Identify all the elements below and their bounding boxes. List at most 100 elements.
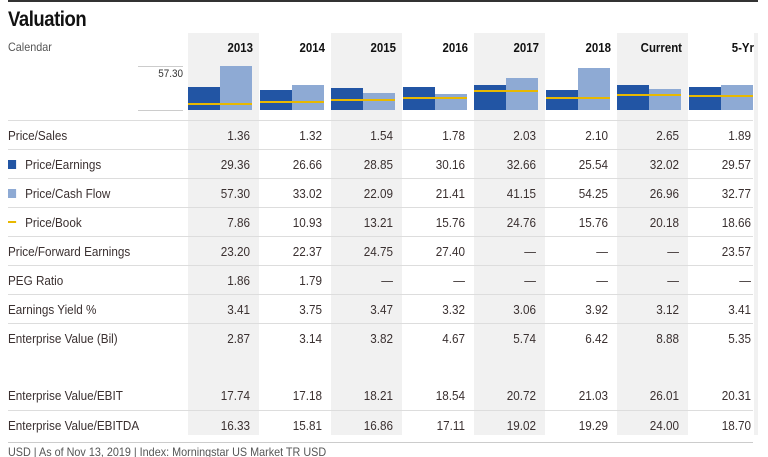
- row-label: Enterprise Value (Bil): [8, 331, 118, 346]
- line-price-book: [188, 102, 252, 105]
- cell-value: 27.40: [435, 244, 465, 259]
- bar-price-cash-flow: [363, 93, 395, 110]
- cell-value: 3.32: [441, 302, 465, 317]
- cell-value: 17.11: [436, 418, 465, 433]
- cell-value: 24.75: [363, 244, 393, 259]
- row-label-text: Enterprise Value/EBITDA: [8, 418, 140, 433]
- cell-value: 5.74: [513, 331, 536, 346]
- cell-value: 18.70: [721, 418, 751, 433]
- calendar-label: Calendar: [8, 40, 52, 54]
- line-price-book: [688, 94, 753, 97]
- cell-value: 1.36: [227, 128, 250, 143]
- bar-price-earnings: [545, 90, 578, 110]
- cell-value: 6.42: [584, 331, 608, 346]
- cell-value: 26.66: [292, 157, 322, 172]
- cell-value: 1.78: [441, 128, 465, 143]
- axis-max-line: [138, 66, 183, 67]
- cell-value: 7.86: [227, 215, 250, 230]
- cell-value: 2.65: [656, 128, 679, 143]
- bar-price-cash-flow: [291, 84, 324, 110]
- cell-value: 13.21: [363, 215, 393, 230]
- cell-value: —: [524, 244, 536, 259]
- cell-value: 2.03: [513, 128, 536, 143]
- cell-value: 1.89: [727, 128, 751, 143]
- row-label: Earnings Yield %: [8, 302, 96, 317]
- scroll-edge: [754, 33, 758, 435]
- footer-note: USD | As of Nov 13, 2019 | Index: Mornin…: [8, 442, 753, 457]
- cell-value: —: [738, 273, 751, 288]
- cell-value: 32.66: [506, 157, 536, 172]
- cell-value: 28.85: [363, 157, 393, 172]
- cell-value: 1.86: [227, 273, 250, 288]
- legend-swatch-icon: [8, 221, 17, 223]
- cell-value: 33.02: [292, 186, 322, 201]
- cell-value: 5.35: [727, 331, 751, 346]
- column-header: 5-Yr: [731, 40, 754, 55]
- cell-value: 29.57: [721, 157, 751, 172]
- cell-value: 19.29: [578, 418, 608, 433]
- row-label: Price/Sales: [8, 128, 67, 143]
- cell-value: —: [595, 244, 608, 259]
- bar-price-cash-flow: [720, 84, 753, 110]
- cell-value: 3.06: [513, 302, 536, 317]
- column-header: 2016: [442, 40, 468, 55]
- cell-value: 25.54: [578, 157, 608, 172]
- bar-price-earnings: [259, 89, 292, 110]
- column-header: Current: [640, 40, 682, 55]
- column-header: 2014: [299, 40, 325, 55]
- cell-value: 1.32: [298, 128, 322, 143]
- cell-value: 18.66: [721, 215, 751, 230]
- row-label: Price/Earnings: [8, 157, 101, 172]
- cell-value: 41.15: [506, 186, 536, 201]
- row-label: Enterprise Value/EBITDA: [8, 418, 139, 433]
- cell-value: 29.36: [220, 157, 250, 172]
- cell-value: 10.93: [292, 215, 322, 230]
- cell-value: 32.02: [649, 157, 679, 172]
- cell-value: 3.41: [727, 302, 751, 317]
- row-label-text: Enterprise Value (Bil): [8, 331, 118, 346]
- cell-value: 16.33: [220, 418, 250, 433]
- row-label: Price/Forward Earnings: [8, 244, 130, 259]
- cell-value: 3.12: [656, 302, 679, 317]
- cell-value: 20.18: [649, 215, 679, 230]
- cell-value: 17.18: [292, 388, 322, 403]
- bar-price-earnings: [474, 84, 506, 110]
- table-row: Price/Earnings 29.36 26.66 28.85 30.16 32.66 2…: [8, 149, 753, 179]
- axis-max-label: 57.30: [158, 68, 183, 80]
- line-price-book: [402, 96, 467, 99]
- table-row: Price/Sales 1.36 1.32 1.54 1.78 2.03 2.10 2.65 1…: [8, 120, 753, 150]
- table-row: Enterprise Value/EBITDA 16.33 15.81 16.86 17…: [8, 410, 753, 440]
- table-row: Price/Cash Flow 57.30 33.02 22.09 21.41 41.15…: [8, 178, 753, 208]
- cell-value: 3.47: [370, 302, 393, 317]
- legend-swatch-icon: [8, 160, 17, 169]
- bar-price-cash-flow: [649, 89, 681, 110]
- cell-value: —: [667, 273, 679, 288]
- row-label-text: Price/Book: [25, 215, 82, 230]
- cell-value: 26.01: [649, 388, 679, 403]
- cell-value: 18.54: [435, 388, 465, 403]
- column-header: 2017: [513, 40, 539, 55]
- cell-value: 17.74: [220, 388, 250, 403]
- table-row: Enterprise Value (Bil) 2.87 3.14 3.82 4.67 5.…: [8, 323, 753, 353]
- cell-value: 3.14: [298, 331, 322, 346]
- cell-value: —: [667, 244, 679, 259]
- cell-value: 22.37: [292, 244, 322, 259]
- column-header: 2015: [370, 40, 396, 55]
- row-label-text: Earnings Yield %: [8, 302, 97, 317]
- bar-price-cash-flow: [220, 66, 252, 110]
- cell-value: 20.72: [506, 388, 536, 403]
- cell-value: 21.41: [435, 186, 465, 201]
- cell-value: 21.03: [578, 388, 608, 403]
- cell-value: 3.92: [584, 302, 608, 317]
- legend-swatch-icon: [8, 189, 17, 198]
- cell-value: 3.75: [298, 302, 322, 317]
- cell-value: 16.86: [363, 418, 393, 433]
- table-row: Earnings Yield % 3.41 3.75 3.47 3.32 3.06 3.92…: [8, 294, 753, 324]
- top-divider: [8, 0, 758, 2]
- cell-value: —: [452, 273, 465, 288]
- bar-price-earnings: [617, 85, 649, 110]
- row-label: Price/Book: [8, 215, 82, 230]
- line-price-book: [545, 96, 610, 99]
- line-price-book: [331, 98, 395, 101]
- cell-value: 24.00: [649, 418, 679, 433]
